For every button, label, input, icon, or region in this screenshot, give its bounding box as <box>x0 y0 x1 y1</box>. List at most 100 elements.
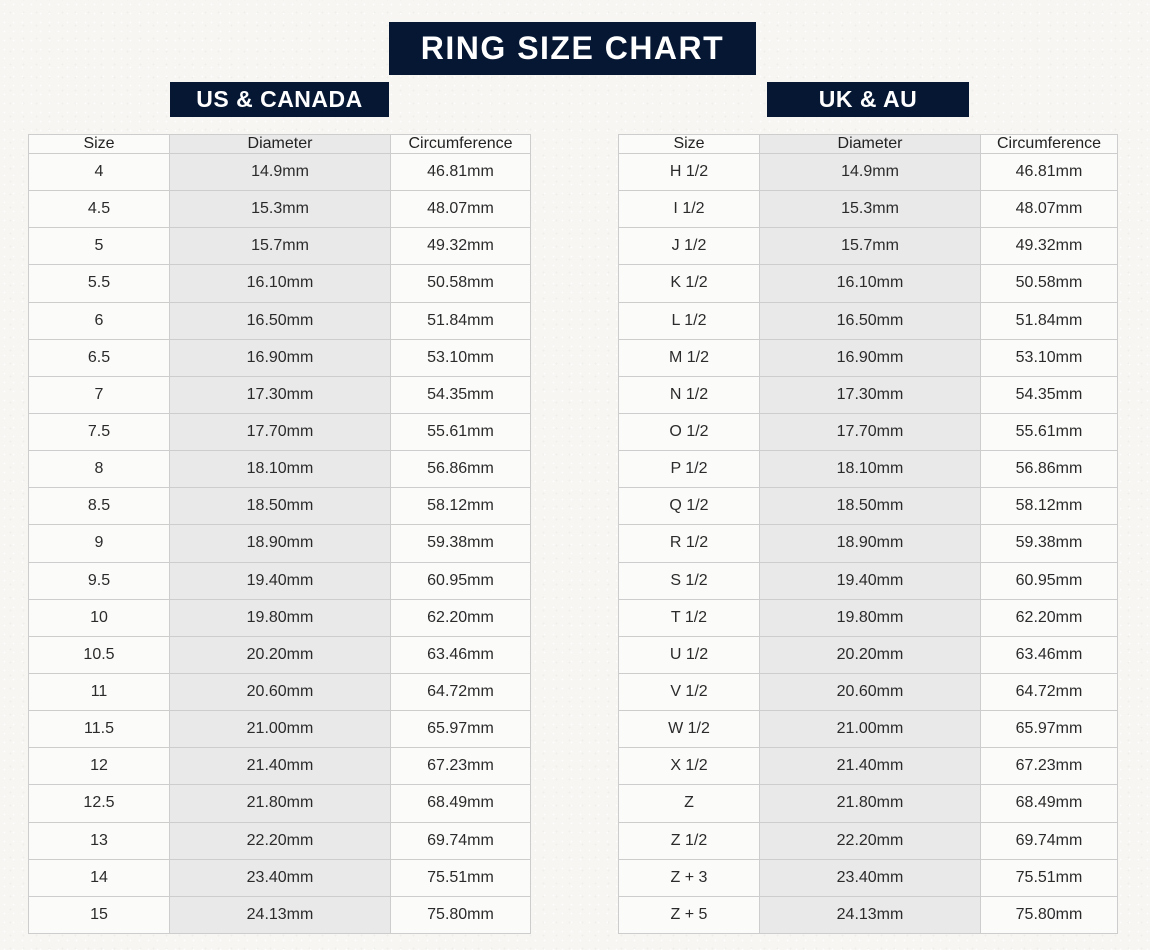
diameter-cell: 21.80mm <box>169 784 391 823</box>
table-row: R 1/2 18.90mm 59.38mm <box>618 524 1118 563</box>
diameter-cell: 19.80mm <box>169 598 391 637</box>
diameter-cell: 18.50mm <box>759 487 981 526</box>
diameter-cell: 15.3mm <box>169 190 391 229</box>
circumference-cell: 63.46mm <box>390 635 531 674</box>
size-cell: 10 <box>28 598 170 637</box>
circumference-cell: 54.35mm <box>390 375 531 414</box>
diameter-cell: 19.40mm <box>759 561 981 600</box>
size-cell: O 1/2 <box>618 412 760 452</box>
column-header: Size <box>618 134 760 154</box>
table-row: V 1/2 20.60mm 64.72mm <box>618 672 1118 712</box>
table-row: 12 21.40mm 67.23mm <box>28 747 531 786</box>
column-header: Diameter <box>169 134 391 154</box>
diameter-cell: 17.30mm <box>759 375 981 414</box>
size-cell: Z + 5 <box>618 895 760 935</box>
circumference-cell: 55.61mm <box>390 412 531 452</box>
table-row: K 1/2 16.10mm 50.58mm <box>618 264 1118 303</box>
size-cell: 8.5 <box>28 487 170 526</box>
diameter-cell: 21.80mm <box>759 784 981 823</box>
circumference-cell: 55.61mm <box>980 412 1118 452</box>
size-cell: 15 <box>28 895 170 935</box>
size-cell: P 1/2 <box>618 450 760 489</box>
size-cell: 11.5 <box>28 710 170 749</box>
diameter-cell: 18.90mm <box>759 524 981 563</box>
circumference-cell: 49.32mm <box>980 227 1118 266</box>
size-cell: H 1/2 <box>618 152 760 192</box>
size-cell: R 1/2 <box>618 524 760 563</box>
diameter-cell: 18.10mm <box>759 450 981 489</box>
circumference-cell: 60.95mm <box>390 561 531 600</box>
size-cell: 8 <box>28 450 170 489</box>
circumference-cell: 59.38mm <box>980 524 1118 563</box>
circumference-cell: 48.07mm <box>390 190 531 229</box>
size-cell: L 1/2 <box>618 301 760 340</box>
diameter-cell: 16.50mm <box>759 301 981 340</box>
table-row: 5 15.7mm 49.32mm <box>28 227 531 266</box>
circumference-cell: 65.97mm <box>980 710 1118 749</box>
table-row: Z + 5 24.13mm 75.80mm <box>618 895 1118 935</box>
table-row: Z + 3 23.40mm 75.51mm <box>618 858 1118 897</box>
table-row: 8 18.10mm 56.86mm <box>28 450 531 489</box>
circumference-cell: 65.97mm <box>390 710 531 749</box>
region-uk-au: UK & AU Size Diameter Circumference H 1/2 1… <box>618 82 1118 935</box>
table-row: 4 14.9mm 46.81mm <box>28 152 531 192</box>
circumference-cell: 75.51mm <box>390 858 531 897</box>
size-cell: S 1/2 <box>618 561 760 600</box>
table-row: 6 16.50mm 51.84mm <box>28 301 531 340</box>
table-header-row: Size Diameter Circumference <box>618 134 1118 154</box>
diameter-cell: 24.13mm <box>169 895 391 935</box>
table-row: 10.5 20.20mm 63.46mm <box>28 635 531 674</box>
circumference-cell: 75.80mm <box>980 895 1118 935</box>
diameter-cell: 23.40mm <box>759 858 981 897</box>
circumference-cell: 56.86mm <box>390 450 531 489</box>
size-cell: Q 1/2 <box>618 487 760 526</box>
diameter-cell: 22.20mm <box>759 821 981 860</box>
size-cell: 11 <box>28 672 170 712</box>
table-row: X 1/2 21.40mm 67.23mm <box>618 747 1118 786</box>
table-row: 10 19.80mm 62.20mm <box>28 598 531 637</box>
table-row: U 1/2 20.20mm 63.46mm <box>618 635 1118 674</box>
circumference-cell: 46.81mm <box>390 152 531 192</box>
size-cell: T 1/2 <box>618 598 760 637</box>
circumference-cell: 60.95mm <box>980 561 1118 600</box>
table-row: Z 1/2 22.20mm 69.74mm <box>618 821 1118 860</box>
diameter-cell: 19.80mm <box>759 598 981 637</box>
table-row: 9 18.90mm 59.38mm <box>28 524 531 563</box>
circumference-cell: 48.07mm <box>980 190 1118 229</box>
table-row: Q 1/2 18.50mm 58.12mm <box>618 487 1118 526</box>
table-row: M 1/2 16.90mm 53.10mm <box>618 338 1118 377</box>
region-banner-us-canada: US & CANADA <box>170 82 389 117</box>
circumference-cell: 68.49mm <box>980 784 1118 823</box>
circumference-cell: 58.12mm <box>980 487 1118 526</box>
size-cell: 13 <box>28 821 170 860</box>
page-title: RING SIZE CHART <box>420 30 725 66</box>
table-row: 7.5 17.70mm 55.61mm <box>28 412 531 452</box>
region-label: US & CANADA <box>196 86 363 112</box>
size-cell: 5.5 <box>28 264 170 303</box>
diameter-cell: 20.60mm <box>169 672 391 712</box>
size-cell: K 1/2 <box>618 264 760 303</box>
size-cell: I 1/2 <box>618 190 760 229</box>
ring-size-table-uk-au: Size Diameter Circumference H 1/2 14.9mm 46.… <box>618 134 1118 935</box>
diameter-cell: 20.60mm <box>759 672 981 712</box>
column-header: Diameter <box>759 134 981 154</box>
diameter-cell: 15.7mm <box>759 227 981 266</box>
diameter-cell: 14.9mm <box>759 152 981 192</box>
size-cell: 9 <box>28 524 170 563</box>
circumference-cell: 68.49mm <box>390 784 531 823</box>
diameter-cell: 21.40mm <box>169 747 391 786</box>
table-row: 7 17.30mm 54.35mm <box>28 375 531 414</box>
circumference-cell: 51.84mm <box>980 301 1118 340</box>
region-banner-uk-au: UK & AU <box>767 82 969 117</box>
table-row: L 1/2 16.50mm 51.84mm <box>618 301 1118 340</box>
circumference-cell: 51.84mm <box>390 301 531 340</box>
diameter-cell: 21.40mm <box>759 747 981 786</box>
table-row: J 1/2 15.7mm 49.32mm <box>618 227 1118 266</box>
circumference-cell: 53.10mm <box>980 338 1118 377</box>
circumference-cell: 64.72mm <box>980 672 1118 712</box>
circumference-cell: 62.20mm <box>390 598 531 637</box>
diameter-cell: 22.20mm <box>169 821 391 860</box>
size-cell: 5 <box>28 227 170 266</box>
size-cell: 12.5 <box>28 784 170 823</box>
table-row: 6.5 16.90mm 53.10mm <box>28 338 531 377</box>
